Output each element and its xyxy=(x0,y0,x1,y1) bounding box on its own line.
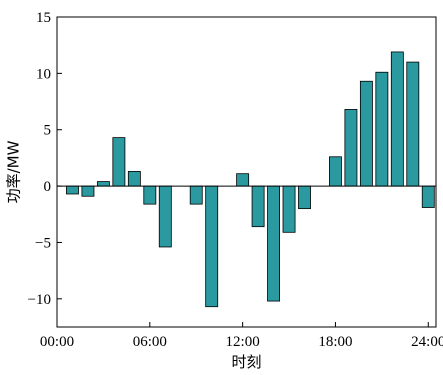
y-tick-label: 5 xyxy=(44,123,52,139)
bar xyxy=(127,171,141,187)
bar xyxy=(344,109,358,187)
bar xyxy=(143,185,157,205)
bar xyxy=(267,185,281,302)
bar xyxy=(421,185,435,208)
y-tick-label: 10 xyxy=(36,66,51,82)
bar xyxy=(236,173,250,187)
bar xyxy=(205,185,219,308)
bar xyxy=(251,185,265,228)
bar xyxy=(406,61,420,187)
y-tick-label: 0 xyxy=(44,179,52,195)
bar xyxy=(375,71,389,187)
y-tick-label: −5 xyxy=(35,235,51,251)
bar xyxy=(66,185,79,195)
y-axis: 15 10 5 0 −5 −10 xyxy=(28,10,62,308)
bar xyxy=(96,181,110,187)
bar xyxy=(282,185,296,233)
bar xyxy=(112,137,126,187)
bar xyxy=(359,80,373,187)
x-axis: 00:00 06:00 12:00 18:00 24:00 xyxy=(40,322,443,350)
bar xyxy=(390,51,404,187)
bar xyxy=(329,156,342,187)
x-axis-title: 时刻 xyxy=(231,353,261,371)
x-tick-label: 24:00 xyxy=(411,334,443,350)
y-tick-label: 15 xyxy=(36,10,51,26)
y-axis-title: 功率/MW xyxy=(5,140,23,203)
bars-group xyxy=(66,51,435,308)
x-tick-label: 00:00 xyxy=(40,334,74,350)
plot-frame xyxy=(56,16,437,328)
bar xyxy=(158,185,172,248)
bar xyxy=(81,185,95,197)
bar xyxy=(189,185,203,205)
y-tick-label: −10 xyxy=(28,292,51,308)
bar xyxy=(298,185,311,210)
x-tick-label: 18:00 xyxy=(318,334,352,350)
x-tick-label: 06:00 xyxy=(133,334,167,350)
x-tick-label: 12:00 xyxy=(226,334,260,350)
